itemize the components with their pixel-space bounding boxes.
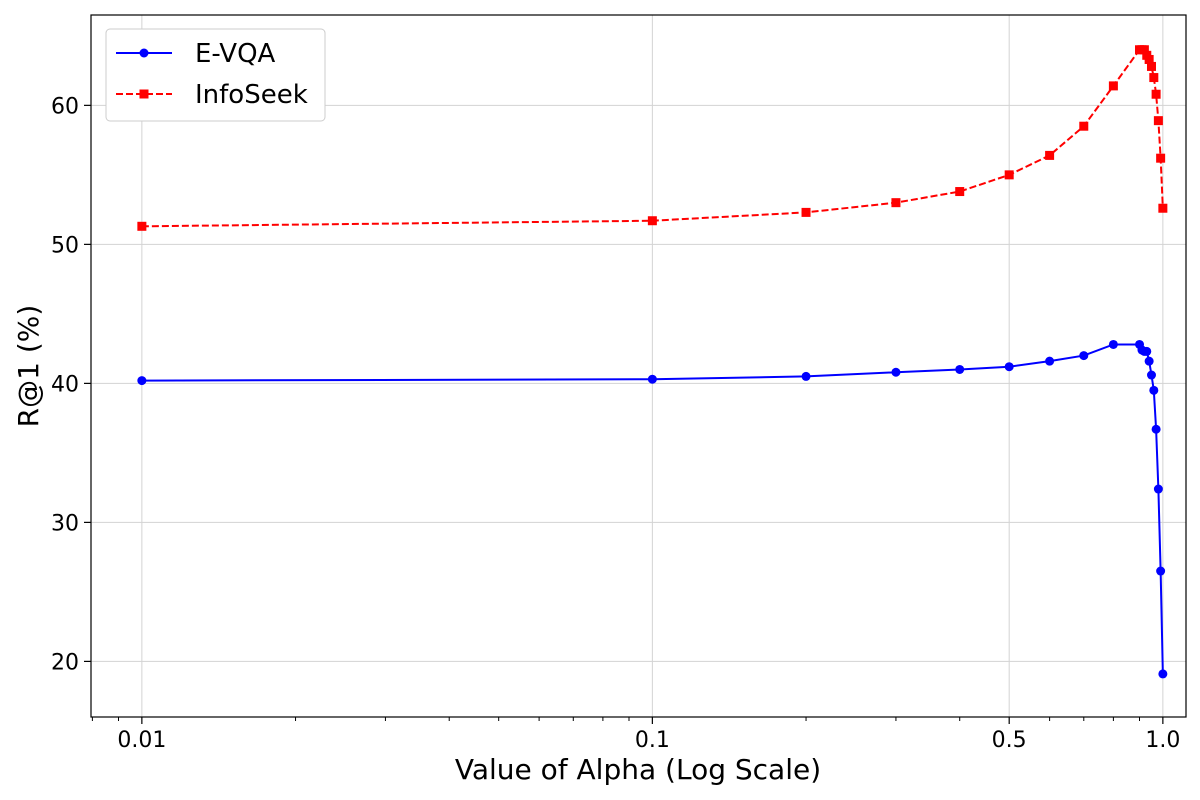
data-point-e-vqa [891,367,901,377]
data-point-infoseek [1153,116,1163,126]
data-point-infoseek [1045,150,1055,160]
y-tick-label: 40 [51,372,79,397]
data-point-e-vqa [1151,424,1161,434]
data-point-infoseek [647,216,657,226]
data-point-e-vqa [1079,351,1089,361]
series-infoseek [137,45,1168,231]
data-point-e-vqa [647,374,657,384]
data-point-infoseek [1156,153,1166,163]
data-point-e-vqa [1149,385,1159,395]
legend-marker-infoseek [139,89,149,99]
plot-frame [90,14,1187,718]
data-point-e-vqa [801,371,811,381]
axis-ticks: 0.01 0.1 0.5 1.0 20 30 40 50 60 [51,94,1180,753]
data-point-infoseek [1144,54,1154,64]
legend: E-VQA InfoSeek [105,28,326,122]
data-point-e-vqa [1142,346,1152,356]
x-axis-label: Value of Alpha (Log Scale) [455,753,821,786]
data-point-e-vqa [137,376,147,386]
data-point-e-vqa [955,364,965,374]
data-point-e-vqa [1158,669,1168,679]
legend-marker-e-vqa [139,48,149,58]
x-tick-label: 0.01 [117,728,166,753]
x-tick-label: 1.0 [1145,728,1180,753]
legend-item-infoseek: InfoSeek [116,80,308,110]
data-point-e-vqa [1045,356,1055,366]
data-point-infoseek [1146,61,1156,71]
data-point-infoseek [137,221,147,231]
data-point-e-vqa [1144,356,1154,366]
data-point-infoseek [1151,89,1161,99]
plot-series [137,45,1168,679]
data-point-infoseek [955,187,965,197]
data-point-infoseek [1139,45,1149,55]
data-point-e-vqa [1156,566,1166,576]
legend-label-infoseek: InfoSeek [195,80,308,110]
data-point-e-vqa [1004,362,1014,372]
y-axis-label: R@1 (%) [12,305,45,428]
y-tick-label: 20 [51,650,79,675]
data-point-infoseek [801,207,811,217]
legend-label-e-vqa: E-VQA [195,39,276,69]
series-e-vqa [137,339,1168,679]
x-tick-label: 0.5 [992,728,1027,753]
data-point-e-vqa [1108,339,1118,349]
data-point-infoseek [891,198,901,208]
x-tick-label: 0.1 [635,728,670,753]
data-point-infoseek [1108,81,1118,91]
y-tick-label: 50 [51,233,79,258]
data-point-infoseek [1149,73,1159,83]
y-tick-label: 60 [51,94,79,119]
data-point-infoseek [1079,121,1089,131]
data-point-e-vqa [1153,484,1163,494]
y-tick-label: 30 [51,511,79,536]
legend-item-e-vqa: E-VQA [116,39,276,69]
data-point-e-vqa [1146,370,1156,380]
data-point-infoseek [1004,170,1014,180]
data-point-infoseek [1158,203,1168,213]
